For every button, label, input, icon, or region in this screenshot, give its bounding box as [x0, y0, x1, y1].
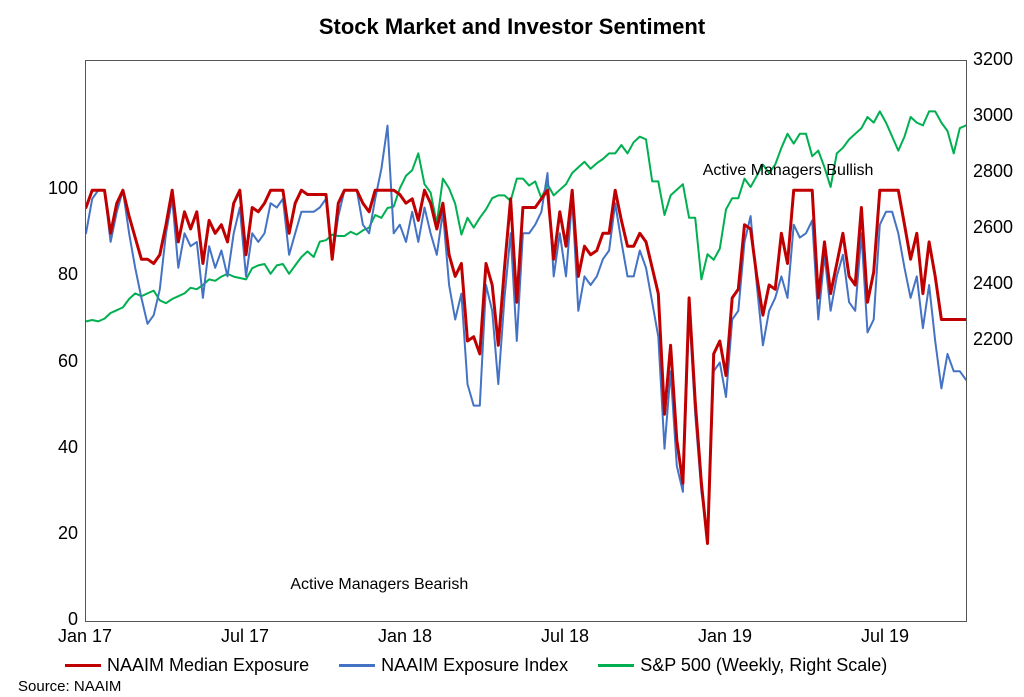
legend-item: NAAIM Exposure Index — [339, 655, 568, 676]
y-left-tick: 20 — [30, 523, 78, 544]
x-tick: Jan 17 — [45, 626, 125, 647]
annotation: Active Managers Bearish — [290, 576, 468, 594]
source-label: Source: NAAIM — [18, 678, 121, 695]
plot-area — [85, 60, 967, 622]
legend-item: S&P 500 (Weekly, Right Scale) — [598, 655, 887, 676]
y-right-tick: 2800 — [973, 161, 1013, 182]
y-right-tick: 3200 — [973, 49, 1013, 70]
lines-svg — [86, 61, 966, 621]
legend-swatch — [339, 664, 375, 667]
legend-item: NAAIM Median Exposure — [65, 655, 309, 676]
y-right-tick: 2600 — [973, 217, 1013, 238]
y-left-tick: 80 — [30, 264, 78, 285]
legend-swatch — [598, 664, 634, 667]
x-tick: Jan 18 — [365, 626, 445, 647]
annotation: Active Managers Bullish — [703, 162, 874, 180]
legend: NAAIM Median Exposure NAAIM Exposure Inde… — [65, 655, 887, 676]
series-naaim-median — [86, 190, 966, 543]
y-right-tick: 3000 — [973, 105, 1013, 126]
legend-label: S&P 500 (Weekly, Right Scale) — [640, 655, 887, 676]
series-naaim-index — [86, 126, 966, 535]
x-tick: Jul 18 — [525, 626, 605, 647]
y-left-tick: 40 — [30, 437, 78, 458]
y-left-tick: 100 — [30, 178, 78, 199]
chart-title: Stock Market and Investor Sentiment — [0, 14, 1024, 40]
x-tick: Jan 19 — [685, 626, 765, 647]
legend-label: NAAIM Median Exposure — [107, 655, 309, 676]
x-tick: Jul 19 — [845, 626, 925, 647]
y-left-tick: 60 — [30, 351, 78, 372]
legend-label: NAAIM Exposure Index — [381, 655, 568, 676]
legend-swatch — [65, 664, 101, 667]
x-tick: Jul 17 — [205, 626, 285, 647]
y-right-tick: 2200 — [973, 329, 1013, 350]
y-right-tick: 2400 — [973, 273, 1013, 294]
